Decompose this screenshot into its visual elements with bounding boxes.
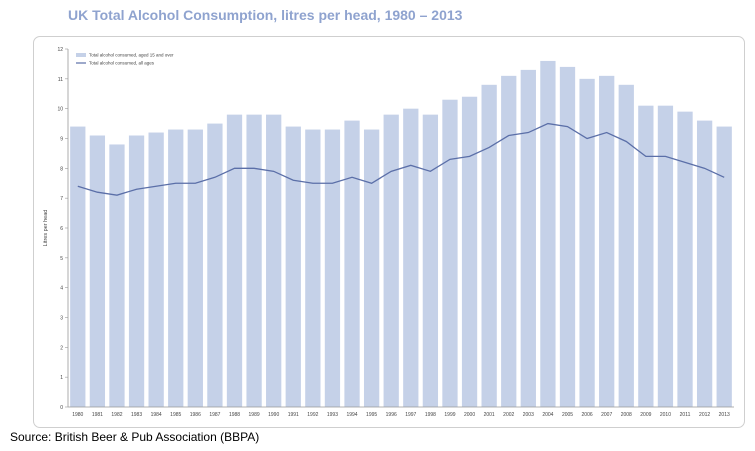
y-tick-label: 9 (60, 137, 63, 143)
x-tick-label: 2009 (640, 412, 651, 418)
x-tick-label: 1987 (209, 412, 220, 418)
bar-1994 (344, 121, 359, 407)
bar-1985 (168, 130, 183, 407)
x-tick-label: 2005 (562, 412, 573, 418)
x-axis-ticks: 1980 1981 1982 1983 1984 1985 1986 1987 1988 1989… (72, 412, 730, 418)
x-tick-label: 1993 (327, 412, 338, 418)
legend: Total alcohol consumed, aged 15 and over… (76, 53, 174, 66)
x-tick-label: 1988 (229, 412, 240, 418)
bar-1993 (325, 130, 340, 407)
legend-bar-swatch (76, 53, 86, 57)
bar-1999 (442, 100, 457, 407)
x-tick-label: 2001 (484, 412, 495, 418)
x-tick-label: 1980 (72, 412, 83, 418)
x-tick-label: 1990 (268, 412, 279, 418)
x-tick-label: 1992 (307, 412, 318, 418)
bar-2004 (540, 61, 555, 407)
x-tick-label: 2006 (582, 412, 593, 418)
bar-2005 (560, 67, 575, 407)
y-tick-label: 11 (58, 77, 63, 83)
bar-2002 (501, 76, 516, 407)
y-tick-label: 3 (60, 316, 63, 322)
bar-2006 (579, 79, 594, 407)
bar-2011 (677, 112, 692, 407)
bar-series (70, 61, 732, 407)
y-tick-label: 1 (60, 375, 63, 381)
bar-1998 (423, 115, 438, 407)
bar-2012 (697, 121, 712, 407)
x-tick-label: 2004 (542, 412, 553, 418)
y-tick-label: 8 (60, 166, 63, 172)
bar-1980 (70, 127, 85, 407)
x-tick-label: 1994 (346, 412, 357, 418)
bar-1981 (90, 136, 105, 407)
x-tick-label: 2000 (464, 412, 475, 418)
x-tick-label: 2007 (601, 412, 612, 418)
bar-1986 (188, 130, 203, 407)
y-tick-label: 5 (60, 256, 63, 262)
bar-1997 (403, 109, 418, 407)
y-tick-label: 0 (60, 405, 63, 411)
bar-1984 (149, 133, 164, 407)
chart-frame: 0 1 2 3 4 5 6 7 8 9 10 11 12 1980 1981 1982 1983 1984 198… (33, 36, 745, 428)
y-tick-label: 4 (60, 286, 63, 292)
y-axis-label: Litres per head (43, 210, 49, 247)
y-tick-label: 6 (60, 226, 63, 232)
bar-2003 (521, 70, 536, 407)
bar-1992 (305, 130, 320, 407)
legend-line-label: Total alcohol consumed, all ages (89, 61, 155, 66)
x-tick-label: 1985 (170, 412, 181, 418)
bar-2000 (462, 97, 477, 407)
y-tick-label: 10 (57, 107, 63, 113)
x-tick-label: 1981 (92, 412, 103, 418)
y-tick-label: 12 (57, 47, 63, 53)
x-tick-label: 2011 (680, 412, 691, 418)
chart-title: UK Total Alcohol Consumption, litres per… (68, 7, 462, 23)
source-note: Source: British Beer & Pub Association (… (10, 430, 259, 444)
x-tick-label: 1998 (425, 412, 436, 418)
x-tick-label: 1984 (151, 412, 162, 418)
x-tick-label: 1996 (386, 412, 397, 418)
bar-2009 (638, 106, 653, 407)
bar-1982 (109, 144, 124, 407)
bar-1991 (286, 127, 301, 407)
x-tick-label: 1991 (288, 412, 299, 418)
bar-1983 (129, 136, 144, 407)
bar-1988 (227, 115, 242, 407)
x-tick-label: 1989 (249, 412, 260, 418)
x-tick-label: 2003 (523, 412, 534, 418)
bar-1989 (246, 115, 261, 407)
bar-1990 (266, 115, 281, 407)
x-tick-label: 2012 (699, 412, 710, 418)
bar-1987 (207, 124, 222, 407)
x-tick-label: 1995 (366, 412, 377, 418)
bar-2010 (658, 106, 673, 407)
bar-1996 (384, 115, 399, 407)
bar-2007 (599, 76, 614, 407)
x-tick-label: 2013 (719, 412, 730, 418)
x-tick-label: 2002 (503, 412, 514, 418)
x-tick-label: 1999 (444, 412, 455, 418)
x-tick-label: 2010 (660, 412, 671, 418)
bar-2013 (717, 127, 732, 407)
x-tick-label: 1997 (405, 412, 416, 418)
bar-2008 (619, 85, 634, 407)
bar-2001 (482, 85, 497, 407)
x-tick-label: 1986 (190, 412, 201, 418)
x-tick-label: 2008 (621, 412, 632, 418)
x-tick-label: 1983 (131, 412, 142, 418)
y-tick-label: 2 (60, 345, 63, 351)
legend-bar-label: Total alcohol consumed, aged 15 and over (89, 53, 174, 58)
y-tick-label: 7 (60, 196, 63, 202)
x-tick-label: 1982 (111, 412, 122, 418)
bar-1995 (364, 130, 379, 407)
